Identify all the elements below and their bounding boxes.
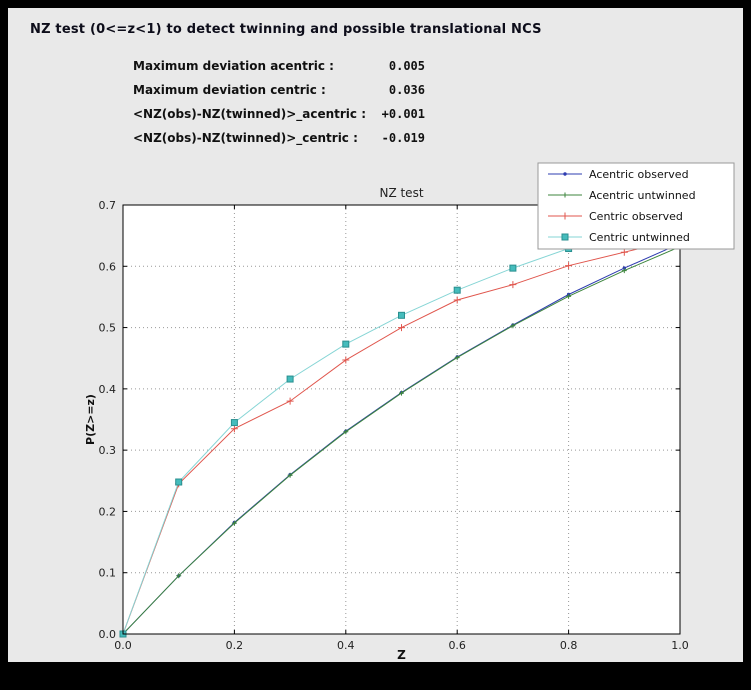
x-tick-label: 0.0 xyxy=(114,639,132,652)
stat-row: <NZ(obs)-NZ(twinned)>_centric : -0.019 xyxy=(133,126,425,150)
legend: Acentric observed Acentric untwinned Centr… xyxy=(537,162,735,250)
stat-value: 0.036 xyxy=(388,83,425,97)
legend-label: Centric observed xyxy=(589,210,683,223)
stat-row: Maximum deviation centric : 0.036 xyxy=(133,78,425,102)
plot-panel: NZ test (0<=z<1) to detect twinning and … xyxy=(8,8,743,662)
stat-value: 0.005 xyxy=(388,59,425,73)
stat-label: <NZ(obs)-NZ(twinned)>_centric : xyxy=(133,131,358,145)
stat-value: -0.019 xyxy=(381,131,425,145)
stat-label: <NZ(obs)-NZ(twinned)>_acentric : xyxy=(133,107,366,121)
x-tick-label: 0.8 xyxy=(560,639,578,652)
y-tick-label: 0.0 xyxy=(99,628,117,641)
stat-row: Maximum deviation acentric : 0.005 xyxy=(133,54,425,78)
legend-box xyxy=(537,162,735,250)
page-title: NZ test (0<=z<1) to detect twinning and … xyxy=(30,22,542,37)
x-tick-label: 1.0 xyxy=(671,639,689,652)
y-tick-label: 0.5 xyxy=(99,322,117,335)
y-tick-label: 0.7 xyxy=(99,199,117,212)
y-tick-label: 0.6 xyxy=(99,260,117,273)
plot-area xyxy=(123,205,680,634)
axis-ticks: 0.0 0.2 0.4 0.6 0.8 1.0 0.0 0.1 0.2 0.3 0.4 0.5 0.6 0… xyxy=(99,199,689,652)
y-axis-label: P(Z>=z) xyxy=(84,394,97,445)
x-axis-label: Z xyxy=(397,648,406,662)
stats-block: Maximum deviation acentric :0.005 Maximum… xyxy=(133,54,425,150)
y-tick-label: 0.4 xyxy=(99,383,117,396)
x-tick-label: 0.4 xyxy=(337,639,355,652)
stat-label: Maximum deviation acentric : xyxy=(133,59,334,73)
legend-label: Acentric untwinned xyxy=(589,189,696,202)
y-tick-label: 0.3 xyxy=(99,444,117,457)
stat-value: +0.001 xyxy=(381,107,425,121)
axes-frame xyxy=(122,204,681,635)
chart-title: NZ test xyxy=(379,186,423,200)
stat-label: Maximum deviation centric : xyxy=(133,83,326,97)
legend-label: Acentric observed xyxy=(589,168,689,181)
chart-canvas: 0.0 0.2 0.4 0.6 0.8 1.0 0.0 0.1 0.2 0.3 0.4 0.5 0.6 0… xyxy=(84,162,735,662)
x-tick-label: 0.6 xyxy=(448,639,466,652)
stat-row: <NZ(obs)-NZ(twinned)>_acentric : +0.001 xyxy=(133,102,425,126)
x-tick-label: 0.2 xyxy=(226,639,244,652)
nz-test-chart: 0.0 0.2 0.4 0.6 0.8 1.0 0.0 0.1 0.2 0.3 0.4 0.5 0.6 0… xyxy=(8,155,743,662)
y-tick-label: 0.2 xyxy=(99,505,117,518)
legend-label: Centric untwinned xyxy=(589,231,690,244)
y-tick-label: 0.1 xyxy=(99,567,117,580)
